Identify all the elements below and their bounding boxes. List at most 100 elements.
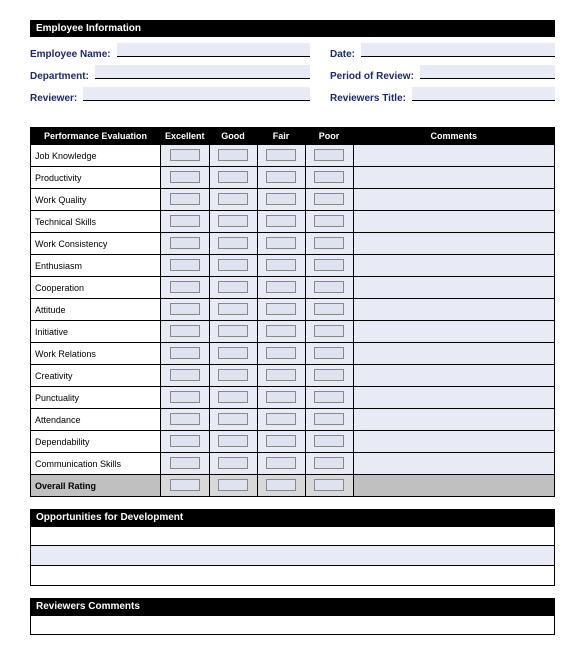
department-field[interactable] <box>95 65 310 79</box>
comments-cell[interactable] <box>353 145 554 167</box>
rating-cell[interactable] <box>161 255 210 277</box>
rating-box[interactable] <box>314 413 344 425</box>
rating-box[interactable] <box>170 237 200 249</box>
overall-rating-cell[interactable] <box>305 475 353 497</box>
rating-box[interactable] <box>170 347 200 359</box>
rating-cell[interactable] <box>257 189 305 211</box>
opportunities-line[interactable] <box>30 526 555 546</box>
rating-cell[interactable] <box>305 299 353 321</box>
rating-cell[interactable] <box>305 365 353 387</box>
rating-cell[interactable] <box>209 145 257 167</box>
rating-cell[interactable] <box>161 299 210 321</box>
rating-box[interactable] <box>218 479 248 491</box>
rating-box[interactable] <box>218 325 248 337</box>
rating-cell[interactable] <box>161 167 210 189</box>
rating-box[interactable] <box>314 259 344 271</box>
rating-box[interactable] <box>314 325 344 337</box>
comments-cell[interactable] <box>353 233 554 255</box>
reviewer-title-field[interactable] <box>412 87 555 101</box>
rating-cell[interactable] <box>161 409 210 431</box>
rating-cell[interactable] <box>209 387 257 409</box>
rating-box[interactable] <box>170 303 200 315</box>
rating-box[interactable] <box>266 435 296 447</box>
rating-box[interactable] <box>170 259 200 271</box>
overall-rating-cell[interactable] <box>161 475 210 497</box>
rating-cell[interactable] <box>209 255 257 277</box>
rating-box[interactable] <box>170 435 200 447</box>
rating-cell[interactable] <box>209 167 257 189</box>
rating-cell[interactable] <box>209 431 257 453</box>
rating-cell[interactable] <box>305 233 353 255</box>
rating-cell[interactable] <box>209 189 257 211</box>
rating-box[interactable] <box>266 457 296 469</box>
rating-cell[interactable] <box>161 277 210 299</box>
rating-box[interactable] <box>266 215 296 227</box>
rating-box[interactable] <box>314 391 344 403</box>
rating-box[interactable] <box>218 215 248 227</box>
rating-box[interactable] <box>266 347 296 359</box>
employee-name-field[interactable] <box>117 43 310 57</box>
rating-box[interactable] <box>218 457 248 469</box>
rating-box[interactable] <box>266 237 296 249</box>
rating-cell[interactable] <box>257 321 305 343</box>
comments-cell[interactable] <box>353 431 554 453</box>
rating-cell[interactable] <box>209 321 257 343</box>
comments-cell[interactable] <box>353 167 554 189</box>
rating-box[interactable] <box>218 369 248 381</box>
comments-cell[interactable] <box>353 255 554 277</box>
rating-cell[interactable] <box>305 343 353 365</box>
rating-box[interactable] <box>218 347 248 359</box>
rating-cell[interactable] <box>257 233 305 255</box>
rating-cell[interactable] <box>209 299 257 321</box>
rating-cell[interactable] <box>209 211 257 233</box>
rating-box[interactable] <box>170 193 200 205</box>
rating-cell[interactable] <box>305 277 353 299</box>
rating-box[interactable] <box>266 325 296 337</box>
rating-cell[interactable] <box>257 453 305 475</box>
rating-cell[interactable] <box>257 299 305 321</box>
rating-cell[interactable] <box>305 387 353 409</box>
rating-cell[interactable] <box>209 233 257 255</box>
rating-cell[interactable] <box>257 431 305 453</box>
rating-cell[interactable] <box>161 343 210 365</box>
rating-box[interactable] <box>170 281 200 293</box>
rating-box[interactable] <box>266 171 296 183</box>
rating-box[interactable] <box>314 347 344 359</box>
rating-box[interactable] <box>170 391 200 403</box>
rating-box[interactable] <box>218 237 248 249</box>
comments-cell[interactable] <box>353 453 554 475</box>
rating-box[interactable] <box>170 171 200 183</box>
period-field[interactable] <box>420 65 555 79</box>
rating-cell[interactable] <box>209 343 257 365</box>
rating-box[interactable] <box>218 391 248 403</box>
rating-cell[interactable] <box>305 145 353 167</box>
rating-box[interactable] <box>170 325 200 337</box>
rating-box[interactable] <box>218 171 248 183</box>
comments-cell[interactable] <box>353 343 554 365</box>
rating-box[interactable] <box>266 193 296 205</box>
rating-box[interactable] <box>266 479 296 491</box>
comments-cell[interactable] <box>353 299 554 321</box>
rating-box[interactable] <box>170 479 200 491</box>
rating-cell[interactable] <box>305 409 353 431</box>
comments-cell[interactable] <box>353 365 554 387</box>
rating-cell[interactable] <box>209 453 257 475</box>
rating-cell[interactable] <box>305 321 353 343</box>
rating-box[interactable] <box>218 281 248 293</box>
date-field[interactable] <box>361 43 555 57</box>
comments-cell[interactable] <box>353 189 554 211</box>
rating-cell[interactable] <box>305 255 353 277</box>
comments-cell[interactable] <box>353 277 554 299</box>
rating-cell[interactable] <box>161 233 210 255</box>
comments-cell[interactable] <box>353 321 554 343</box>
rating-box[interactable] <box>218 435 248 447</box>
rating-cell[interactable] <box>257 211 305 233</box>
rating-cell[interactable] <box>257 387 305 409</box>
rating-cell[interactable] <box>257 145 305 167</box>
rating-cell[interactable] <box>161 387 210 409</box>
rating-box[interactable] <box>314 435 344 447</box>
overall-comments-cell[interactable] <box>353 475 554 497</box>
rating-box[interactable] <box>314 369 344 381</box>
rating-box[interactable] <box>266 149 296 161</box>
rating-box[interactable] <box>314 281 344 293</box>
